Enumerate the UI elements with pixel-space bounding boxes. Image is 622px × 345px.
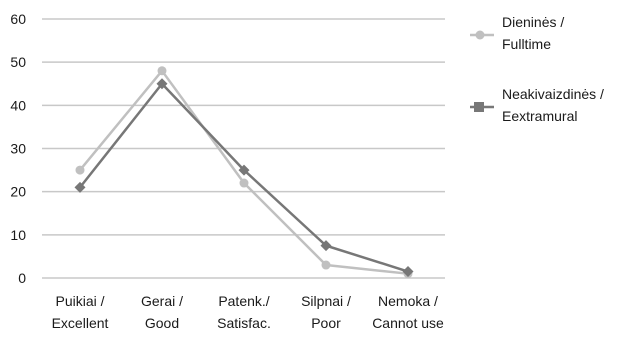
series-1-point-4 — [402, 266, 414, 278]
x-axis: Puikiai / Excellent Gerai / Good Patenk./Sat… — [52, 293, 444, 331]
x-tick-label-3: Silpnai / Poor — [301, 293, 351, 331]
legend-label-1: Neakivaizdinės / Eextramural — [502, 86, 604, 124]
series-0-point-3 — [321, 260, 331, 270]
y-tick-label-20: 20 — [10, 184, 26, 200]
x-tick-label-0: Puikiai / Excellent — [52, 293, 109, 331]
y-tick-label-50: 50 — [10, 54, 26, 70]
y-tick-label-10: 10 — [10, 227, 26, 243]
y-tick-label-0: 0 — [18, 270, 26, 286]
y-axis: 0 10 20 30 40 50 60 — [10, 11, 26, 286]
series-1-point-0 — [74, 181, 86, 193]
legend-marker-1 — [474, 102, 484, 112]
series-1-point-3 — [320, 240, 332, 252]
legend-label-0: Dieninės / Fulltime — [502, 14, 564, 52]
series-1-point-2 — [238, 164, 250, 176]
legend-marker-0 — [475, 30, 485, 40]
series-1-point-1 — [156, 78, 168, 90]
x-tick-label-2: Patenk./Satisfac. — [217, 293, 271, 331]
y-tick-label-60: 60 — [10, 11, 26, 27]
legend: Dieninės / Fulltime Neakivaizdinės / Eextra… — [470, 14, 604, 124]
gridlines — [42, 18, 445, 279]
y-tick-label-40: 40 — [10, 97, 26, 113]
series-0-point-0 — [75, 165, 85, 175]
series-0-point-2 — [239, 178, 249, 188]
y-tick-label-30: 30 — [10, 141, 26, 157]
x-tick-label-1: Gerai / Good — [141, 293, 183, 331]
series-group — [74, 66, 414, 279]
series-0-point-1 — [157, 66, 167, 76]
x-tick-label-4: Nemoka / Cannot use — [372, 293, 444, 331]
